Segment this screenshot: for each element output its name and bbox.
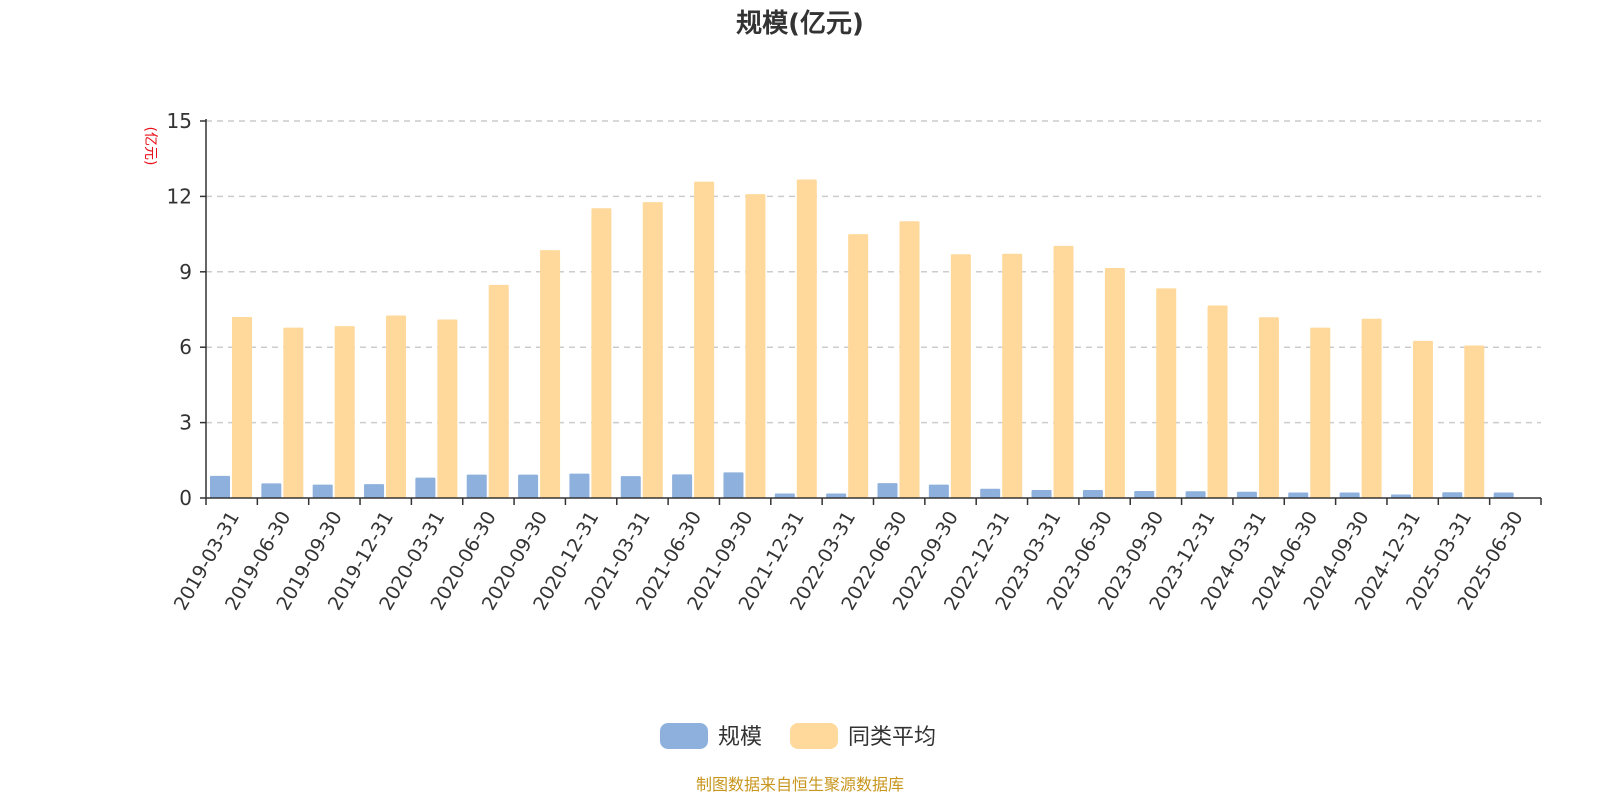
bar-peer-average <box>540 250 561 498</box>
bar-peer-average <box>1464 345 1485 498</box>
bar-peer-average <box>899 221 920 499</box>
bar-peer-average <box>1207 305 1228 498</box>
bar-peer-average <box>1104 268 1125 498</box>
bar-scale <box>518 474 539 498</box>
y-axis-unit-label: (亿元) <box>142 127 158 166</box>
bar-scale <box>723 472 744 498</box>
bar-scale <box>569 473 590 498</box>
y-tick-labels: 0 3 6 9 12 15 <box>167 109 192 510</box>
bars <box>210 179 1514 499</box>
bar-scale <box>1185 491 1206 498</box>
axes <box>205 119 1542 505</box>
chart-title: 规模(亿元) <box>736 9 864 39</box>
bar-peer-average <box>694 181 715 498</box>
y-tick-label: 6 <box>179 335 192 359</box>
legend: 规模 同类平均 <box>660 723 936 750</box>
bar-peer-average <box>1412 340 1433 498</box>
y-tick-label: 15 <box>167 109 192 133</box>
bar-scale <box>980 488 1001 498</box>
bar-peer-average <box>745 194 766 498</box>
bar-scale <box>826 493 847 498</box>
bar-scale <box>1288 492 1309 498</box>
bar-scale <box>928 484 949 498</box>
bar-scale <box>415 477 436 498</box>
bar-scale <box>877 483 898 498</box>
legend-swatch <box>790 723 838 749</box>
y-tick-label: 12 <box>167 184 192 208</box>
bar-scale <box>210 475 230 498</box>
bar-peer-average <box>796 179 817 498</box>
bar-scale <box>1082 489 1103 498</box>
bar-scale <box>672 474 693 498</box>
bar-scale <box>364 484 385 498</box>
legend-label: 同类平均 <box>848 725 936 750</box>
bar-peer-average <box>642 202 663 498</box>
bar-peer-average <box>848 234 869 498</box>
bar-peer-average <box>1310 327 1331 498</box>
bar-scale <box>1236 491 1257 498</box>
y-tick-label: 0 <box>179 486 192 510</box>
bar-scale <box>1493 492 1514 498</box>
bar-scale <box>774 493 795 498</box>
bar-peer-average <box>283 327 304 498</box>
bar-scale <box>1390 494 1411 498</box>
y-tick-label: 3 <box>179 411 192 435</box>
source-note: 制图数据来自恒生聚源数据库 <box>696 775 904 794</box>
bar-scale <box>1442 492 1463 498</box>
bar-peer-average <box>1258 317 1279 498</box>
legend-label: 规模 <box>718 725 762 750</box>
bar-peer-average <box>334 326 355 498</box>
bar-scale <box>620 476 641 498</box>
bar-peer-average <box>1002 253 1023 498</box>
bar-scale <box>261 483 282 498</box>
bar-scale <box>1339 492 1360 498</box>
bar-peer-average <box>1053 245 1074 498</box>
bar-peer-average <box>488 284 509 498</box>
bar-peer-average <box>1156 288 1177 498</box>
bar-peer-average <box>950 254 971 498</box>
bar-peer-average <box>437 319 458 498</box>
y-tick-label: 9 <box>179 260 192 284</box>
bar-scale <box>312 484 333 498</box>
bar-scale <box>466 474 487 498</box>
bar-peer-average <box>1361 318 1382 498</box>
bar-peer-average <box>232 317 252 498</box>
legend-swatch <box>660 723 708 749</box>
bar-scale <box>1031 489 1052 498</box>
bar-scale <box>1134 490 1155 498</box>
bar-peer-average <box>386 315 407 498</box>
bar-peer-average <box>591 208 612 499</box>
x-tick-labels: 2019-03-312019-06-302019-09-302019-12-31… <box>170 508 1528 615</box>
